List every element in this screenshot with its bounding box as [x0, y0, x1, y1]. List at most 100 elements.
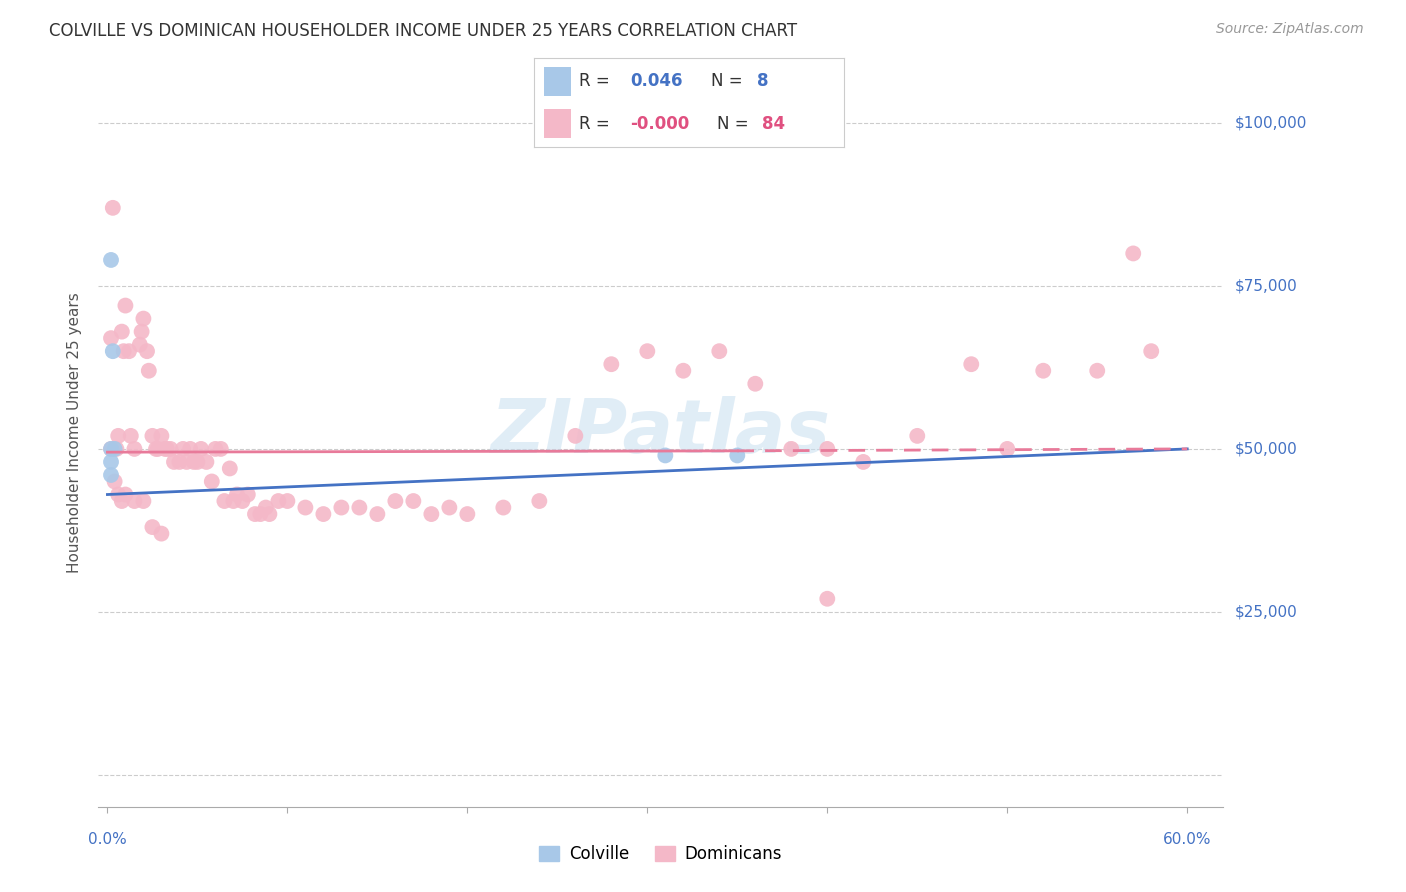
Point: [150, 526, 173, 541]
Point: [725, 449, 748, 463]
Point: [179, 442, 201, 456]
FancyBboxPatch shape: [544, 67, 571, 96]
Point: [100, 331, 122, 345]
Point: [107, 487, 129, 501]
Point: [112, 344, 135, 359]
Point: [141, 429, 163, 443]
Point: [236, 487, 259, 501]
Text: $100,000: $100,000: [1234, 116, 1306, 130]
Point: [214, 494, 236, 508]
Point: [231, 494, 253, 508]
Point: [402, 494, 425, 508]
Point: [100, 455, 122, 469]
Point: [204, 442, 226, 456]
Point: [111, 494, 134, 508]
Point: [104, 475, 127, 489]
Point: [114, 299, 136, 313]
Text: -0.000: -0.000: [630, 114, 689, 133]
Point: [100, 442, 122, 456]
Point: [709, 344, 731, 359]
Point: [243, 507, 266, 521]
Point: [249, 507, 271, 521]
Point: [120, 429, 142, 443]
Point: [654, 449, 676, 463]
Point: [276, 494, 298, 508]
Point: [564, 429, 586, 443]
Point: [195, 455, 218, 469]
Text: Source: ZipAtlas.com: Source: ZipAtlas.com: [1216, 22, 1364, 37]
Text: R =: R =: [579, 72, 616, 90]
Point: [105, 442, 128, 456]
Point: [636, 344, 658, 359]
Point: [156, 442, 179, 456]
Point: [330, 500, 353, 515]
Point: [172, 442, 194, 456]
Point: [905, 429, 928, 443]
Text: 0.046: 0.046: [630, 72, 683, 90]
Point: [815, 442, 838, 456]
Legend: Colville, Dominicans: Colville, Dominicans: [533, 838, 789, 870]
Point: [420, 507, 443, 521]
Point: [267, 494, 290, 508]
Point: [259, 507, 281, 521]
Point: [294, 500, 316, 515]
Point: [159, 442, 181, 456]
Point: [815, 591, 838, 606]
Text: $25,000: $25,000: [1234, 604, 1298, 619]
Point: [131, 325, 153, 339]
Point: [124, 442, 146, 456]
Point: [600, 357, 623, 371]
Point: [384, 494, 406, 508]
Point: [132, 311, 155, 326]
Text: R =: R =: [579, 114, 616, 133]
Point: [153, 442, 176, 456]
Point: [141, 520, 163, 534]
Point: [852, 455, 875, 469]
Text: N =: N =: [710, 72, 748, 90]
Point: [107, 429, 129, 443]
Point: [366, 507, 388, 521]
Point: [100, 467, 122, 482]
Point: [201, 475, 224, 489]
Point: [101, 201, 124, 215]
Point: [190, 442, 212, 456]
Point: [456, 507, 478, 521]
Point: [1085, 364, 1108, 378]
Point: [312, 507, 335, 521]
Point: [1140, 344, 1163, 359]
Point: [124, 494, 146, 508]
Point: [960, 357, 983, 371]
Point: [672, 364, 695, 378]
Point: [209, 442, 232, 456]
Point: [145, 442, 167, 456]
Point: [218, 461, 240, 475]
Point: [780, 442, 803, 456]
Point: [118, 344, 141, 359]
Point: [111, 325, 134, 339]
Text: COLVILLE VS DOMINICAN HOUSEHOLDER INCOME UNDER 25 YEARS CORRELATION CHART: COLVILLE VS DOMINICAN HOUSEHOLDER INCOME…: [49, 22, 797, 40]
Point: [492, 500, 515, 515]
Point: [100, 442, 122, 456]
Point: [995, 442, 1018, 456]
Text: N =: N =: [717, 114, 754, 133]
FancyBboxPatch shape: [544, 109, 571, 138]
Point: [222, 494, 245, 508]
Point: [744, 376, 766, 391]
Point: [104, 442, 127, 456]
Text: 8: 8: [756, 72, 769, 90]
Y-axis label: Householder Income Under 25 years: Householder Income Under 25 years: [67, 293, 83, 573]
Point: [529, 494, 551, 508]
Point: [349, 500, 371, 515]
Point: [150, 429, 173, 443]
Point: [128, 337, 150, 351]
Point: [146, 442, 169, 456]
Point: [1122, 246, 1144, 260]
Point: [138, 364, 160, 378]
Text: $75,000: $75,000: [1234, 278, 1298, 293]
Point: [114, 487, 136, 501]
Text: $50,000: $50,000: [1234, 442, 1298, 457]
Text: ZIPatlas: ZIPatlas: [491, 396, 831, 469]
Point: [439, 500, 461, 515]
Point: [1032, 364, 1054, 378]
Point: [183, 455, 205, 469]
